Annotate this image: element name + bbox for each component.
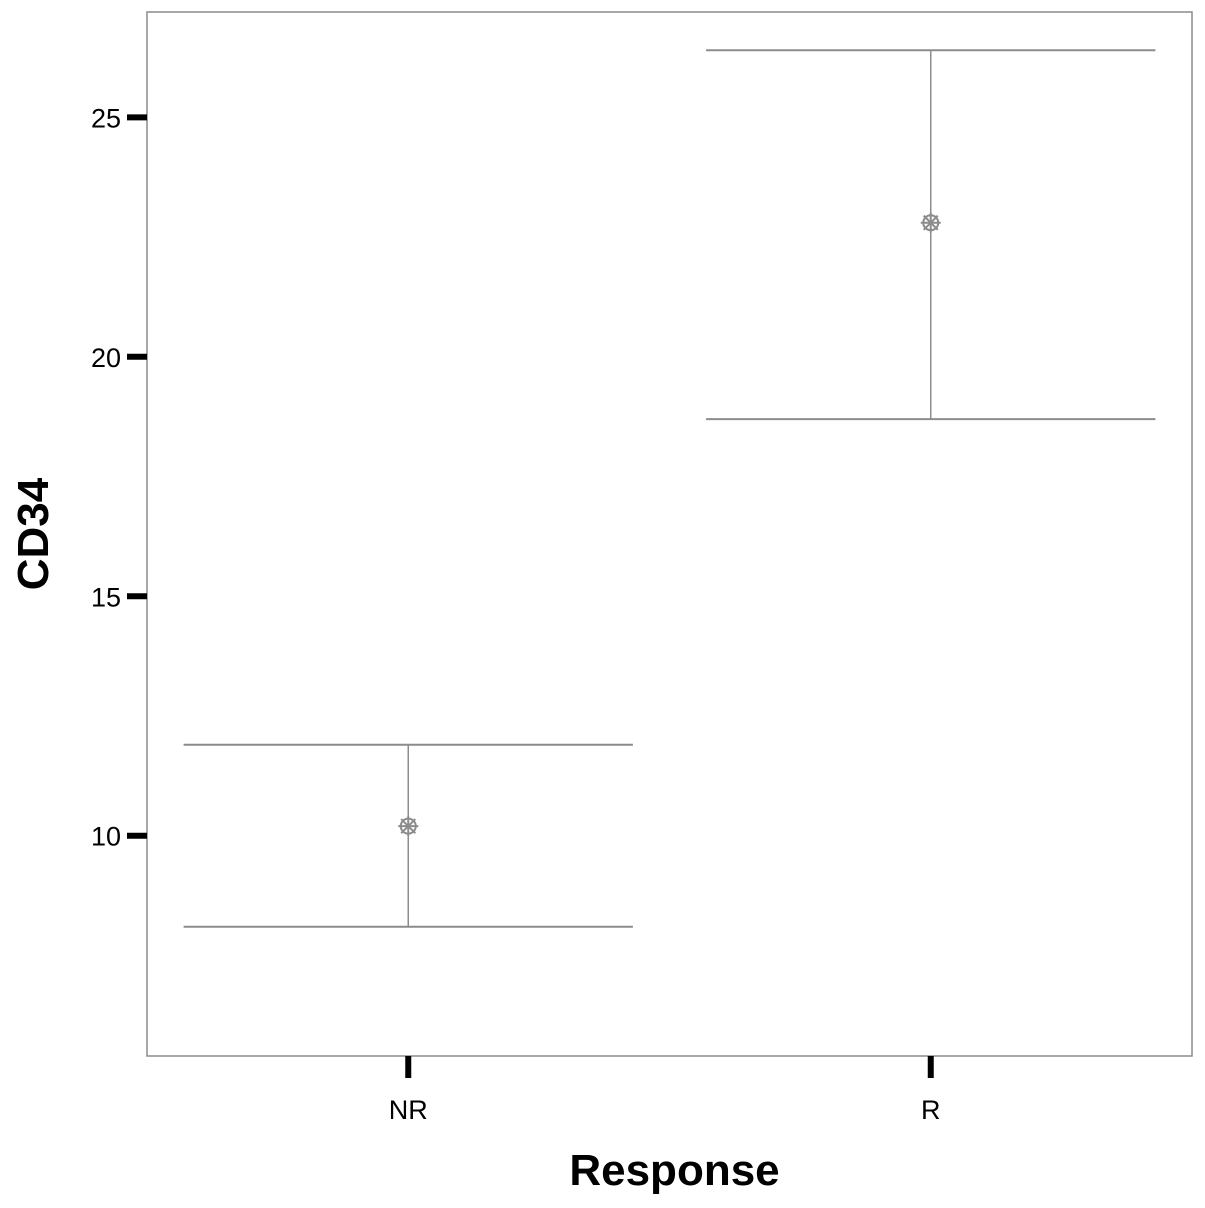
errorbar-NR — [183, 743, 633, 928]
y-axis: 10 15 20 25 — [91, 103, 147, 852]
x-axis: NR R — [389, 1056, 941, 1125]
x-axis-title: Response — [569, 1146, 779, 1195]
plot-frame — [146, 11, 1193, 1057]
x-tick-label-R: R — [921, 1095, 941, 1125]
mean-marker-NR — [398, 816, 419, 837]
errorbar-R — [706, 49, 1156, 421]
x-tick-label-NR: NR — [389, 1095, 428, 1125]
y-tick-label-20: 20 — [91, 343, 121, 373]
y-axis-title: CD34 — [9, 477, 58, 590]
y-tick-label-25: 25 — [91, 103, 121, 133]
y-tick-label-10: 10 — [91, 822, 121, 852]
y-tick-label-15: 15 — [91, 582, 121, 612]
mean-marker-R — [920, 212, 941, 233]
data-series — [183, 49, 1156, 928]
